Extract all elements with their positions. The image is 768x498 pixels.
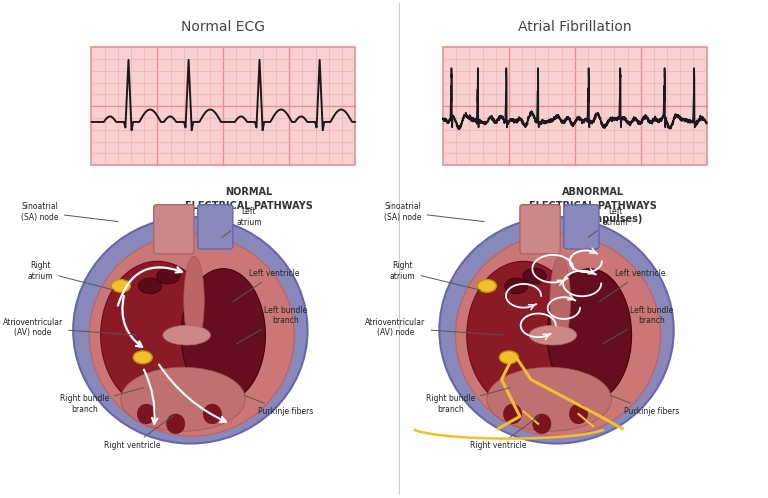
Text: Right
atrium: Right atrium (28, 261, 114, 290)
Circle shape (523, 268, 546, 284)
Ellipse shape (137, 404, 156, 424)
Text: Left
atrium: Left atrium (588, 207, 628, 238)
FancyBboxPatch shape (91, 47, 355, 165)
Ellipse shape (487, 367, 611, 431)
Text: Right
atrium: Right atrium (390, 261, 481, 290)
Circle shape (138, 278, 162, 294)
Ellipse shape (503, 404, 521, 424)
Ellipse shape (101, 261, 214, 409)
Circle shape (157, 268, 180, 284)
Text: Purkinje fibers: Purkinje fibers (244, 395, 313, 416)
Ellipse shape (467, 261, 581, 409)
Text: Right ventricle: Right ventricle (104, 416, 174, 451)
Text: Sinoatrial
(SA) node: Sinoatrial (SA) node (384, 202, 484, 222)
Text: Sinoatrial
(SA) node: Sinoatrial (SA) node (22, 202, 118, 222)
Text: Right bundle
branch: Right bundle branch (425, 387, 510, 414)
Text: Atrioventricular
(AV) node: Atrioventricular (AV) node (366, 318, 502, 338)
Ellipse shape (550, 256, 571, 345)
Text: Purkinje fibers: Purkinje fibers (611, 395, 680, 416)
Ellipse shape (204, 404, 221, 424)
Ellipse shape (163, 325, 210, 345)
Text: Left ventricle: Left ventricle (599, 269, 666, 302)
Text: Atrioventricular
(AV) node: Atrioventricular (AV) node (3, 318, 137, 338)
FancyBboxPatch shape (520, 205, 560, 254)
Ellipse shape (529, 325, 577, 345)
Text: NORMAL
ELECTRICAL PATHWAYS: NORMAL ELECTRICAL PATHWAYS (185, 187, 313, 211)
Text: Right ventricle: Right ventricle (470, 416, 540, 451)
Ellipse shape (167, 414, 185, 434)
Ellipse shape (181, 269, 266, 402)
Text: Atrial Fibrillation: Atrial Fibrillation (518, 20, 631, 34)
Circle shape (111, 279, 131, 292)
Text: Left bundle
branch: Left bundle branch (603, 306, 674, 344)
Ellipse shape (184, 256, 204, 345)
FancyBboxPatch shape (197, 205, 233, 249)
Ellipse shape (73, 217, 307, 444)
Text: Right bundle
branch: Right bundle branch (60, 387, 144, 414)
Ellipse shape (548, 269, 631, 402)
Ellipse shape (121, 367, 245, 431)
Ellipse shape (439, 217, 674, 444)
Text: Left
atrium: Left atrium (222, 207, 262, 238)
Circle shape (133, 351, 152, 364)
Ellipse shape (455, 234, 660, 436)
Circle shape (478, 279, 496, 292)
Ellipse shape (533, 414, 551, 434)
Text: Left ventricle: Left ventricle (233, 269, 300, 302)
Circle shape (499, 351, 518, 364)
Ellipse shape (89, 234, 294, 436)
Circle shape (505, 278, 528, 294)
FancyBboxPatch shape (443, 47, 707, 165)
Ellipse shape (569, 404, 588, 424)
Text: ABNORMAL
ELECTRICAL PATHWAYS
(erratic impulses): ABNORMAL ELECTRICAL PATHWAYS (erratic im… (529, 187, 657, 224)
FancyBboxPatch shape (564, 205, 599, 249)
Text: Normal ECG: Normal ECG (181, 20, 265, 34)
Text: Left bundle
branch: Left bundle branch (237, 306, 307, 344)
FancyBboxPatch shape (154, 205, 194, 254)
